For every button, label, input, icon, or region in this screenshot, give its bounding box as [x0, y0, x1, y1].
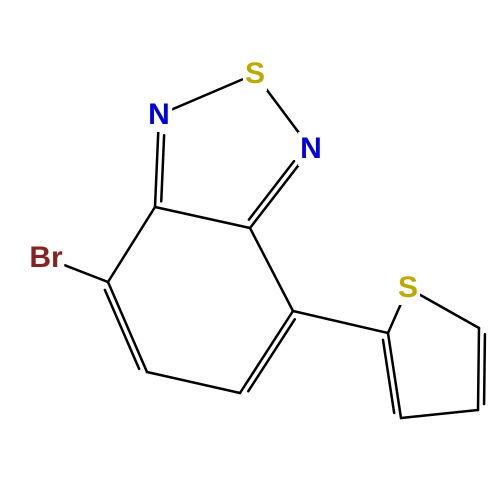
atom-N2: N — [298, 132, 324, 166]
atom-S1: S — [243, 57, 267, 91]
atom-Br: Br — [27, 241, 64, 275]
molecule-canvas: S N N Br S — [0, 0, 500, 500]
atom-N1: N — [146, 98, 172, 132]
atom-TS: S — [396, 271, 420, 305]
